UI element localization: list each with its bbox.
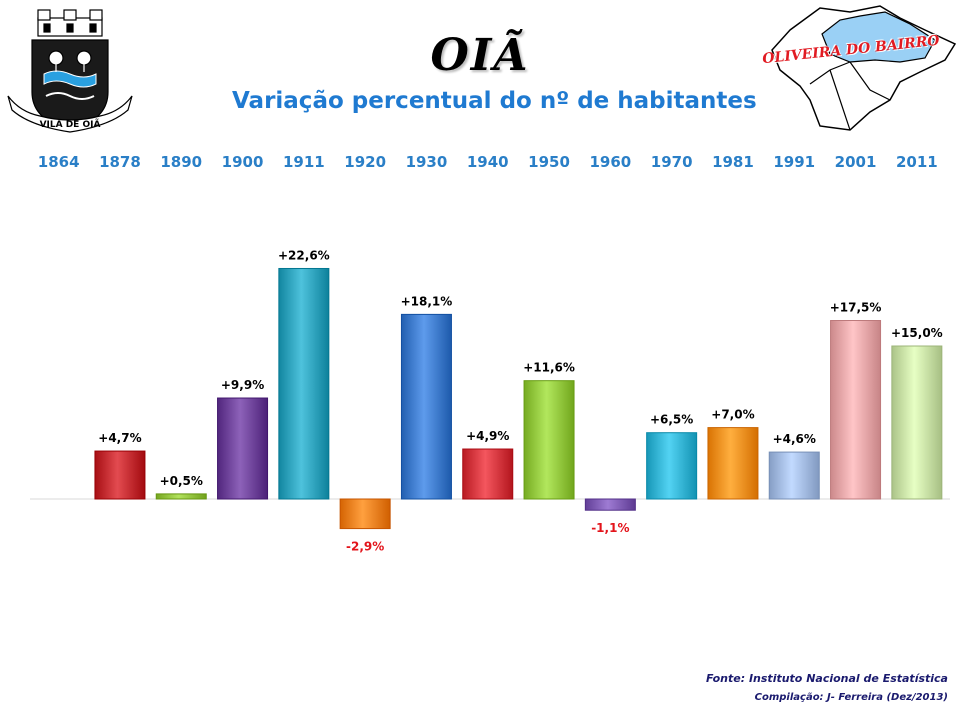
data-label-1991: +4,6%: [773, 432, 816, 446]
bar-2001: [830, 320, 882, 500]
bar-2011: [891, 345, 943, 500]
tick-label-2011: 2011: [896, 153, 938, 171]
data-label-2001: +17,5%: [830, 301, 882, 315]
tick-label-1960: 1960: [589, 153, 631, 171]
bar-1878: [94, 450, 146, 500]
compilation-note: Compilação: J- Ferreira (Dez/2013): [754, 692, 948, 703]
tick-label-1900: 1900: [222, 153, 264, 171]
data-label-1930: +18,1%: [401, 294, 453, 308]
bar-1911: [278, 267, 330, 500]
data-label-1911: +22,6%: [278, 248, 330, 262]
tick-label-1950: 1950: [528, 153, 570, 171]
chart-subtitle: Variação percentual do nº de habitantes: [232, 88, 757, 114]
data-label-1960: -1,1%: [591, 521, 629, 535]
coat-caption: VILA DE OIÃ: [40, 119, 101, 130]
bar-1960: [584, 498, 636, 511]
tick-label-1930: 1930: [406, 153, 448, 171]
tick-label-1991: 1991: [773, 153, 815, 171]
data-label-1940: +4,9%: [466, 429, 509, 443]
tick-label-1940: 1940: [467, 153, 509, 171]
bar-1930: [400, 313, 452, 500]
tick-label-1981: 1981: [712, 153, 754, 171]
data-label-2011: +15,0%: [891, 326, 943, 340]
data-label-1878: +4,7%: [98, 431, 141, 445]
bar-1970: [646, 432, 698, 500]
bar-1981: [707, 427, 759, 500]
tick-label-1878: 1878: [99, 153, 141, 171]
tick-label-2001: 2001: [835, 153, 877, 171]
tick-label-1864: 1864: [38, 153, 80, 171]
data-label-1920: -2,9%: [346, 540, 384, 554]
source-note: Fonte: Instituto Nacional de Estatística: [705, 672, 948, 685]
bar-chart: 1864 1878 1890 1900 1911 1920 1930 1940 1950 1960…: [30, 153, 950, 554]
coat-of-arms: VILA DE OIÃ: [7, 9, 133, 133]
page-title: OIÃ: [430, 30, 530, 81]
tick-label-1890: 1890: [160, 153, 202, 171]
bar-1900: [217, 397, 269, 500]
data-label-1970: +6,5%: [650, 413, 693, 427]
bar-1991: [768, 451, 820, 500]
data-label-1890: +0,5%: [160, 474, 203, 488]
tick-label-1920: 1920: [344, 153, 386, 171]
municipality-map: [771, 5, 957, 131]
bar-1950: [523, 380, 575, 500]
bar-1940: [462, 448, 514, 500]
tick-label-1911: 1911: [283, 153, 325, 171]
data-label-1950: +11,6%: [523, 361, 575, 375]
data-label-1981: +7,0%: [711, 408, 754, 422]
tick-label-1970: 1970: [651, 153, 693, 171]
data-label-1900: +9,9%: [221, 378, 264, 392]
bar-1890: [155, 493, 207, 500]
bar-1920: [339, 498, 391, 530]
